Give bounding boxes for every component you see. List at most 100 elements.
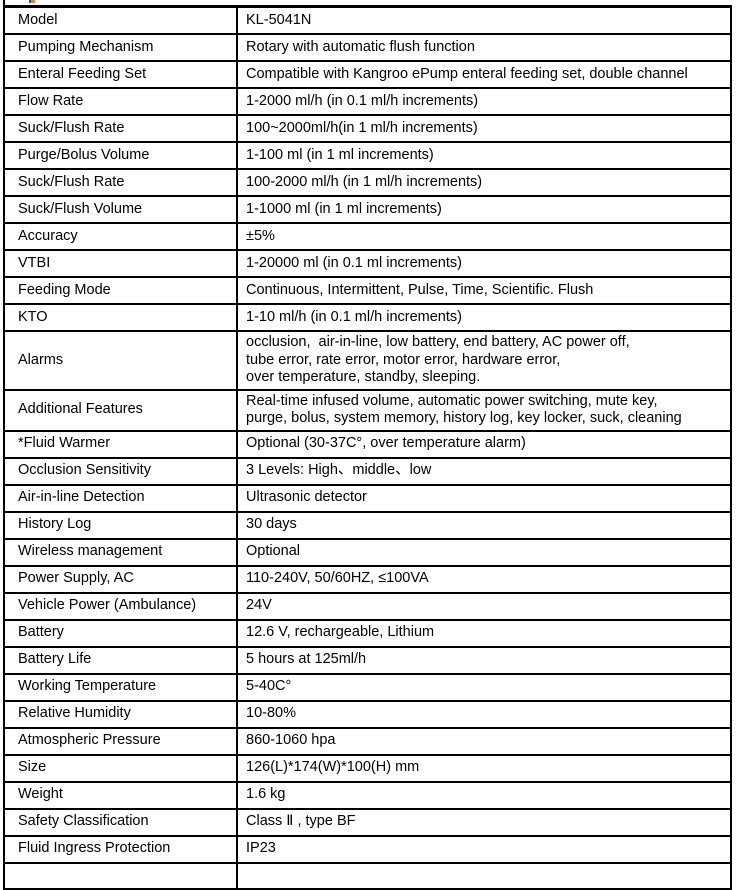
spec-name: Pumping Mechanism — [5, 35, 238, 60]
spec-name: Power Supply, AC — [5, 566, 238, 592]
spec-value-line: IP23 — [246, 840, 276, 857]
spec-value: IP23 — [238, 837, 730, 862]
spec-name: Occlusion Sensitivity — [5, 458, 238, 484]
spec-value: 1-1000 ml (in 1 ml increments) — [238, 197, 730, 222]
table-row: Suck/Flush Rate 100-2000 ml/h (in 1 ml/h… — [5, 168, 730, 195]
spec-value: 1-2000 ml/h (in 0.1 ml/h increments) — [238, 89, 730, 114]
spec-value-line: KL-5041N — [246, 11, 312, 28]
spec-value-line: 5 hours at 125ml/h — [246, 651, 367, 668]
table-row: VTBI 1-20000 ml (in 0.1 ml increments) — [5, 249, 730, 276]
table-row: Alarms occlusion, air-in-line, low batte… — [5, 330, 730, 389]
table-row: Occlusion Sensitivity 3 Levels: High、mid… — [5, 456, 730, 484]
table-row: Working Temperature 5-40C° — [5, 672, 730, 700]
spec-value: ±5% — [238, 224, 730, 249]
spec-value: 10-80% — [238, 702, 730, 727]
spec-name: Battery — [5, 620, 238, 646]
table-row: Fluid Ingress Protection IP23 — [5, 834, 730, 862]
spec-value: 1-20000 ml (in 0.1 ml increments) — [238, 251, 730, 276]
spec-value-line: 1-20000 ml (in 0.1 ml increments) — [246, 254, 462, 271]
spec-value-line: tube error, rate error, motor error, har… — [246, 351, 561, 368]
spec-value-line: 1-2000 ml/h (in 0.1 ml/h increments) — [246, 92, 479, 109]
spec-value: 1-10 ml/h (in 0.1 ml/h increments) — [238, 305, 730, 330]
spec-name: Suck/Flush Volume — [5, 197, 238, 222]
spec-value-line: 100~2000ml/h(in 1 ml/h increments) — [246, 119, 478, 136]
table-row: Air-in-line Detection Ultrasonic detecto… — [5, 483, 730, 511]
table-row: Vehicle Power (Ambulance) 24V — [5, 591, 730, 619]
spec-value-line: Optional (30-37C°, over temperature alar… — [246, 435, 526, 452]
spec-value: 100~2000ml/h(in 1 ml/h increments) — [238, 116, 730, 141]
table-row: Additional Features Real-time infused vo… — [5, 388, 730, 430]
table-row: Suck/Flush Volume 1-1000 ml (in 1 ml inc… — [5, 195, 730, 222]
spec-value-line: 1-1000 ml (in 1 ml increments) — [246, 200, 442, 217]
spec-name: *Fluid Warmer — [5, 431, 238, 457]
spec-name: Model — [5, 8, 238, 33]
table-row: Accuracy ±5% — [5, 222, 730, 249]
cropped-next-row — [5, 861, 730, 888]
spec-value-line: Rotary with automatic flush function — [246, 38, 475, 55]
spec-value-line: 24V — [246, 597, 272, 614]
spec-name: Flow Rate — [5, 89, 238, 114]
spec-value-line: 1.6 kg — [246, 786, 286, 803]
spec-value: 12.6 V, rechargeable, Lithium — [238, 621, 730, 646]
spec-value-line: 10-80% — [246, 705, 296, 722]
spec-value-line: ±5% — [246, 227, 275, 244]
table-row: Power Supply, AC 110-240V, 50/60HZ, ≤100… — [5, 564, 730, 592]
spec-value: 110-240V, 50/60HZ, ≤100VA — [238, 567, 730, 592]
spec-value-line: 100-2000 ml/h (in 1 ml/h increments) — [246, 173, 483, 190]
cropped-heading-fragment — [29, 0, 35, 3]
table-row: Pumping Mechanism Rotary with automatic … — [5, 33, 730, 60]
table-row: Flow Rate 1-2000 ml/h (in 0.1 ml/h incre… — [5, 87, 730, 114]
table-row: Purge/Bolus Volume 1-100 ml (in 1 ml inc… — [5, 141, 730, 168]
table-row: KTO 1-10 ml/h (in 0.1 ml/h increments) — [5, 303, 730, 330]
table-row: Safety Classification Class Ⅱ , type BF — [5, 807, 730, 835]
spec-value-line: occlusion, air-in-line, low battery, end… — [246, 334, 630, 350]
spec-value: 860-1060 hpa — [238, 729, 730, 754]
spec-value-line: Real-time infused volume, automatic powe… — [246, 392, 658, 409]
spec-value: 24V — [238, 594, 730, 619]
spec-value-line: 1-100 ml (in 1 ml increments) — [246, 146, 434, 163]
spec-value: 1.6 kg — [238, 783, 730, 808]
table-row: Model KL-5041N — [5, 8, 730, 33]
spec-value-line: over temperature, standby, sleeping. — [246, 369, 481, 385]
table-left-border-tick — [3, 0, 5, 6]
spec-value-line: 12.6 V, rechargeable, Lithium — [246, 624, 435, 641]
spec-name: Battery Life — [5, 647, 238, 673]
spec-value-line: Optional — [246, 543, 301, 560]
spec-value-line: purge, bolus, system memory, history log… — [246, 410, 682, 426]
spec-value-line: Ultrasonic detector — [246, 489, 367, 506]
spec-value: occlusion, air-in-line, low battery, end… — [238, 332, 730, 389]
spec-value: 1-100 ml (in 1 ml increments) — [238, 143, 730, 168]
spec-name: KTO — [5, 305, 238, 330]
table-row: Enteral Feeding Set Compatible with Kang… — [5, 60, 730, 87]
table-row: Battery 12.6 V, rechargeable, Lithium — [5, 618, 730, 646]
table-row: Suck/Flush Rate 100~2000ml/h(in 1 ml/h i… — [5, 114, 730, 141]
spec-value: Real-time infused volume, automatic powe… — [238, 391, 730, 430]
spec-value-line: Class Ⅱ , type BF — [246, 813, 356, 830]
table-row: Weight 1.6 kg — [5, 780, 730, 808]
spec-value: Rotary with automatic flush function — [238, 35, 730, 60]
spec-value-line: 1-10 ml/h (in 0.1 ml/h increments) — [246, 308, 462, 325]
table-row: Atmospheric Pressure 860-1060 hpa — [5, 726, 730, 754]
spec-name: Purge/Bolus Volume — [5, 143, 238, 168]
spec-value: Optional — [238, 540, 730, 565]
spec-value-line: 5-40C° — [246, 678, 292, 695]
cropped-heading-fragment-blue — [29, 0, 31, 3]
spec-name: Weight — [5, 782, 238, 808]
spec-name: Alarms — [5, 332, 238, 389]
spec-value: 5-40C° — [238, 675, 730, 700]
spec-value: Compatible with Kangroo ePump enteral fe… — [238, 62, 730, 87]
spec-value — [238, 864, 730, 888]
spec-name — [5, 863, 238, 888]
table-row: History Log 30 days — [5, 510, 730, 538]
spec-value-line: 3 Levels: High、middle、low — [246, 462, 432, 479]
spec-name: Enteral Feeding Set — [5, 62, 238, 87]
table-row: Size 126(L)*174(W)*100(H) mm — [5, 753, 730, 781]
cropped-heading-fragment-orange — [31, 0, 35, 3]
table-row: Feeding Mode Continuous, Intermittent, P… — [5, 276, 730, 303]
spec-name: Atmospheric Pressure — [5, 728, 238, 754]
table-row: Wireless management Optional — [5, 537, 730, 565]
spec-value-line: 860-1060 hpa — [246, 732, 336, 749]
spec-value: Optional (30-37C°, over temperature alar… — [238, 432, 730, 457]
spec-value-line: Compatible with Kangroo ePump enteral fe… — [246, 65, 688, 82]
spec-value-line: 110-240V, 50/60HZ, ≤100VA — [246, 570, 429, 587]
